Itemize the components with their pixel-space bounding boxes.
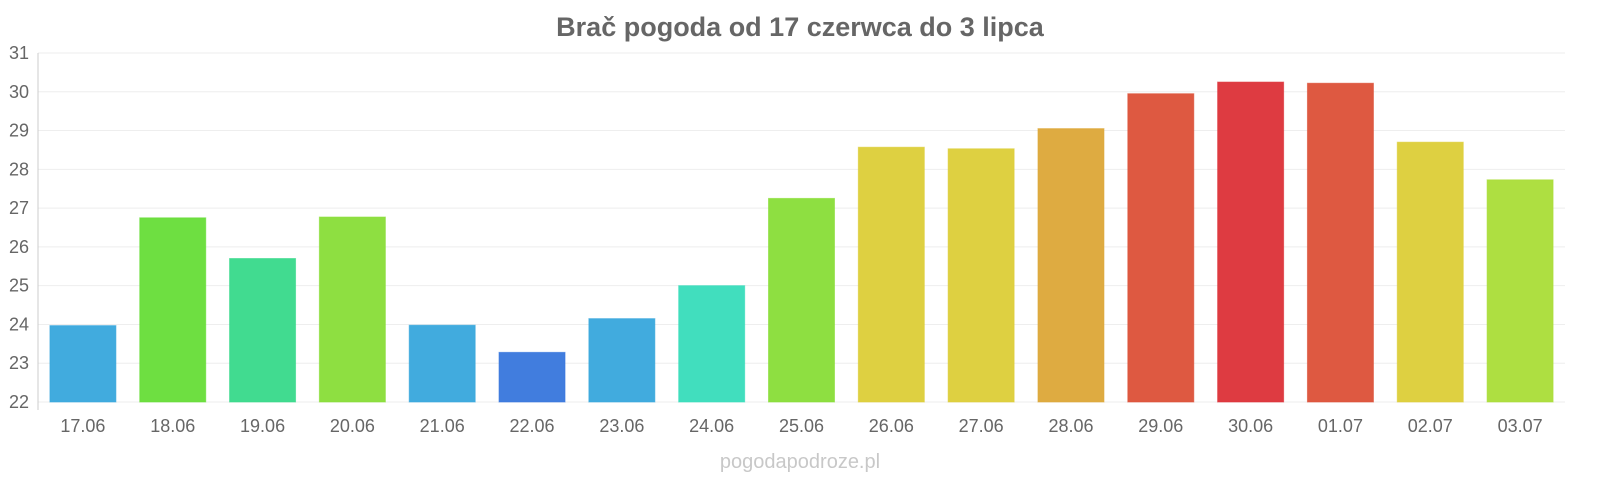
x-tick-label: 18.06 xyxy=(150,416,195,436)
x-axis-ticks: 17.06 18.06 19.06 20.06 21.06 22.06 23.06 24.06… xyxy=(60,416,1542,436)
bar xyxy=(1306,82,1374,403)
x-tick-label: 29.06 xyxy=(1138,416,1183,436)
bar xyxy=(947,148,1015,403)
bar xyxy=(1217,81,1285,403)
x-tick-label: 03.07 xyxy=(1498,416,1543,436)
bar xyxy=(1396,141,1464,403)
y-axis-ticks: 22 23 24 25 26 27 28 29 30 31 xyxy=(9,43,29,412)
bars xyxy=(49,81,1554,403)
watermark: pogodapodroze.pl xyxy=(720,451,880,473)
bar xyxy=(498,351,566,403)
y-tick-label: 23 xyxy=(9,353,29,373)
y-tick-label: 28 xyxy=(9,159,29,179)
x-tick-label: 27.06 xyxy=(959,416,1004,436)
bar xyxy=(318,216,386,403)
y-tick-label: 24 xyxy=(9,314,29,334)
x-tick-label: 01.07 xyxy=(1318,416,1363,436)
y-tick-label: 29 xyxy=(9,121,29,141)
x-tick-label: 24.06 xyxy=(689,416,734,436)
x-tick-label: 26.06 xyxy=(869,416,914,436)
chart-title: Brač pogoda od 17 czerwca do 3 lipca xyxy=(556,12,1045,42)
bar xyxy=(1127,93,1195,403)
x-tick-label: 23.06 xyxy=(599,416,644,436)
x-tick-label: 19.06 xyxy=(240,416,285,436)
bar xyxy=(678,285,746,403)
y-tick-label: 27 xyxy=(9,198,29,218)
bar xyxy=(1037,128,1105,403)
x-tick-label: 21.06 xyxy=(420,416,465,436)
y-tick-label: 22 xyxy=(9,392,29,412)
bar xyxy=(49,325,117,403)
bar xyxy=(857,146,925,403)
x-tick-label: 30.06 xyxy=(1228,416,1273,436)
x-tick-label: 25.06 xyxy=(779,416,824,436)
bar xyxy=(768,197,835,403)
bar xyxy=(588,318,656,403)
bar xyxy=(229,258,297,403)
y-tick-label: 31 xyxy=(9,43,29,63)
bar xyxy=(139,217,207,403)
x-tick-label: 28.06 xyxy=(1048,416,1093,436)
x-tick-label: 20.06 xyxy=(330,416,375,436)
bar xyxy=(1486,179,1554,403)
x-tick-label: 17.06 xyxy=(60,416,105,436)
bar xyxy=(408,324,476,403)
y-tick-label: 25 xyxy=(9,276,29,296)
x-tick-label: 02.07 xyxy=(1408,416,1453,436)
y-tick-label: 26 xyxy=(9,237,29,257)
y-tick-label: 30 xyxy=(9,82,29,102)
x-tick-label: 22.06 xyxy=(510,416,555,436)
